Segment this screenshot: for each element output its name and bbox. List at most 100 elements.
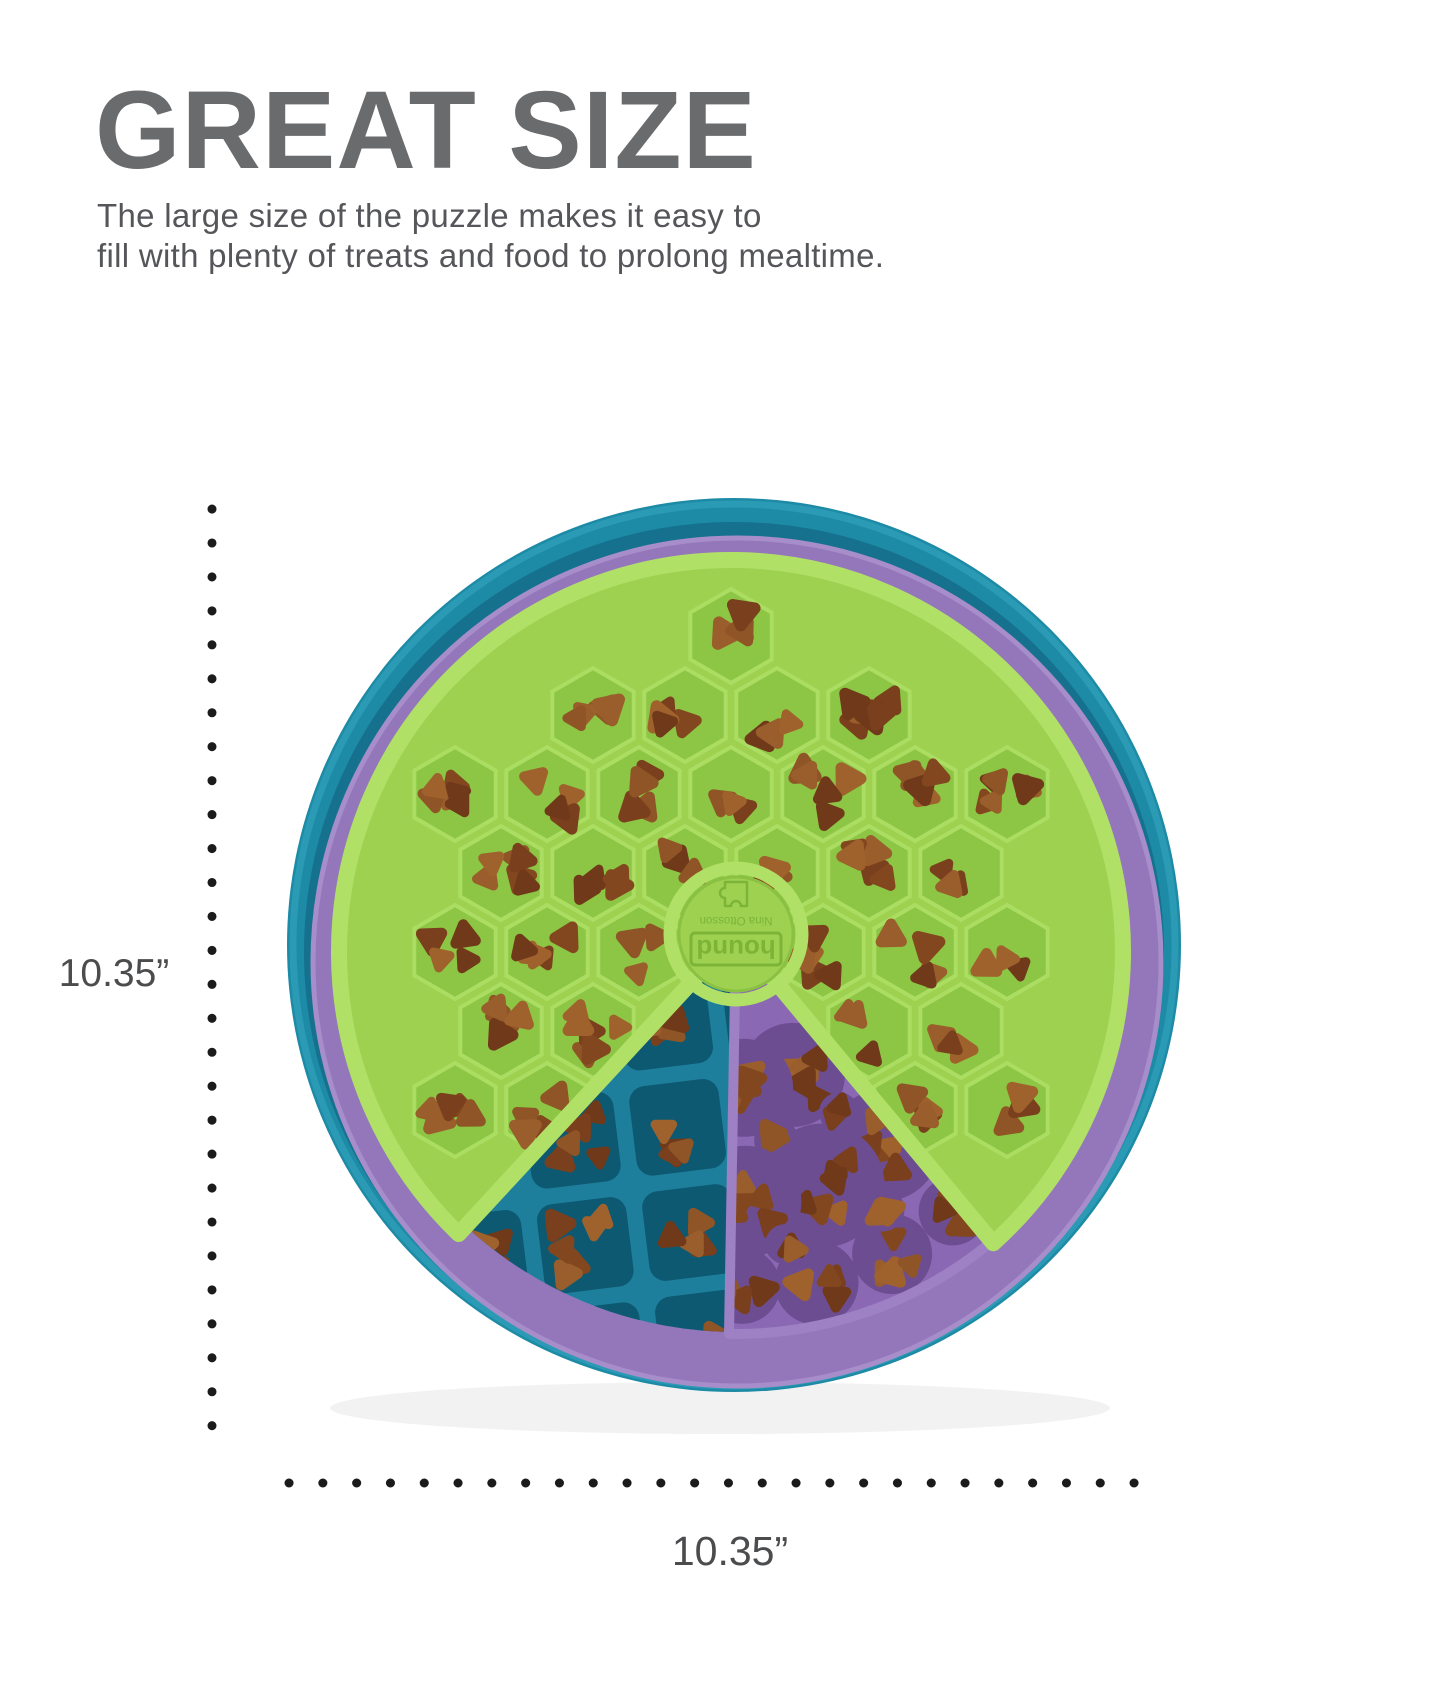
kibble-piece (869, 864, 896, 891)
kibble-piece (650, 1119, 678, 1145)
kibble-piece (504, 1000, 534, 1030)
kibble-piece (834, 998, 860, 1024)
kibble-piece (730, 1170, 756, 1194)
kibble-piece (566, 1364, 589, 1387)
kibble-piece (836, 839, 866, 871)
height-dimension-label: 10.35” (58, 952, 170, 995)
kibble-piece (508, 842, 538, 873)
kibble-piece (501, 1343, 524, 1364)
kibble-piece (582, 1216, 609, 1242)
kibble-piece (875, 918, 907, 948)
kibble-piece (687, 1207, 716, 1238)
honeycomb-cell (964, 744, 1050, 844)
kibble-piece (755, 718, 785, 749)
kibble-piece (912, 930, 946, 965)
kibble-piece (835, 762, 867, 796)
kibble-piece (602, 863, 630, 894)
kibble-piece (544, 1208, 577, 1243)
kibble-piece (478, 1346, 505, 1372)
kibble-piece (330, 1173, 354, 1196)
green-rim-wall (330, 552, 1131, 1252)
kibble-piece (615, 927, 648, 959)
kibble-piece (513, 869, 541, 896)
kibble-piece (435, 1092, 466, 1122)
hub-embossing: hound Nina Ottosson (689, 880, 783, 967)
kibble-piece (786, 1066, 816, 1099)
kibble-piece (736, 1065, 768, 1098)
kibble-piece (783, 1235, 809, 1263)
kibble-piece (814, 961, 842, 991)
kibble-piece (553, 1259, 583, 1291)
kibble-piece (862, 835, 893, 867)
kibble-piece (866, 699, 897, 731)
kibble-piece (910, 1100, 940, 1129)
bowl-shadow (330, 1382, 1110, 1434)
kibble-piece (380, 1357, 399, 1373)
kibble-piece (645, 923, 671, 952)
kibble-piece (1012, 773, 1045, 806)
kibble-piece (766, 1125, 791, 1152)
kibble-piece (348, 1284, 370, 1307)
kibble-piece (652, 710, 679, 738)
width-dimension-label: 10.35” (671, 1528, 789, 1574)
kibble-piece (609, 1014, 633, 1040)
kibble-piece (481, 1326, 513, 1333)
kibble-piece (801, 1043, 828, 1072)
kibble-piece (822, 1159, 848, 1186)
kibble-piece (839, 687, 871, 721)
kibble-piece (864, 1197, 895, 1226)
honeycomb-cell (918, 981, 1004, 1081)
kibble-piece (979, 789, 1003, 814)
kibble-piece (349, 1234, 376, 1260)
kibble-piece (371, 1277, 397, 1305)
kibble-piece (657, 1220, 687, 1249)
kibble-piece (822, 1285, 852, 1313)
kibble-piece (874, 1256, 906, 1288)
kibble-piece (816, 1264, 842, 1288)
kibble-piece (450, 919, 481, 949)
kibble-piece (544, 794, 571, 821)
kibble-piece (591, 693, 626, 727)
kibble-piece (815, 801, 845, 832)
kibble-piece (1006, 1081, 1039, 1114)
kibble-piece (415, 927, 448, 957)
kibble-piece (673, 709, 702, 739)
logo-tag-outline (689, 931, 783, 967)
kibble-piece (556, 1130, 581, 1157)
kibble-piece (896, 1083, 929, 1114)
kibble-piece (478, 851, 505, 877)
kibble-piece (823, 1200, 848, 1226)
purple-wedge-wall (724, 929, 1004, 1339)
kibble-piece (380, 1262, 409, 1290)
page-description: The large size of the puzzle makes it ea… (97, 197, 885, 274)
kibble-piece (910, 961, 937, 989)
kibble-piece (548, 1235, 575, 1264)
kibble-piece (782, 1268, 814, 1302)
kibble-piece (586, 1146, 611, 1170)
kibble-piece (661, 1005, 690, 1034)
kibble-piece (799, 924, 829, 953)
kibble-piece (807, 1084, 833, 1113)
kibble-piece (982, 768, 1009, 796)
kibble-piece (778, 709, 804, 735)
kibble-piece (657, 837, 683, 864)
kibble-piece (826, 1092, 852, 1117)
kibble-piece (880, 1227, 907, 1252)
kibble-piece (429, 947, 455, 973)
kibble-piece (549, 921, 579, 954)
kibble-piece (581, 864, 606, 891)
kibble-piece (881, 1152, 912, 1182)
kibble-piece (748, 1275, 780, 1308)
kibble-piece (509, 1119, 542, 1150)
kibble-piece (726, 599, 761, 632)
kibble-piece (897, 1254, 922, 1278)
grid-cell (629, 1078, 726, 1176)
kibble-piece (993, 1106, 1025, 1136)
kibble-piece (812, 776, 843, 805)
center-hub: hound Nina Ottosson (677, 875, 795, 993)
kibble-piece (544, 1142, 576, 1173)
kibble-piece (935, 869, 963, 899)
kibble-piece (929, 858, 954, 884)
page-title: GREAT SIZE (95, 69, 757, 192)
kibble-piece (757, 1208, 789, 1239)
